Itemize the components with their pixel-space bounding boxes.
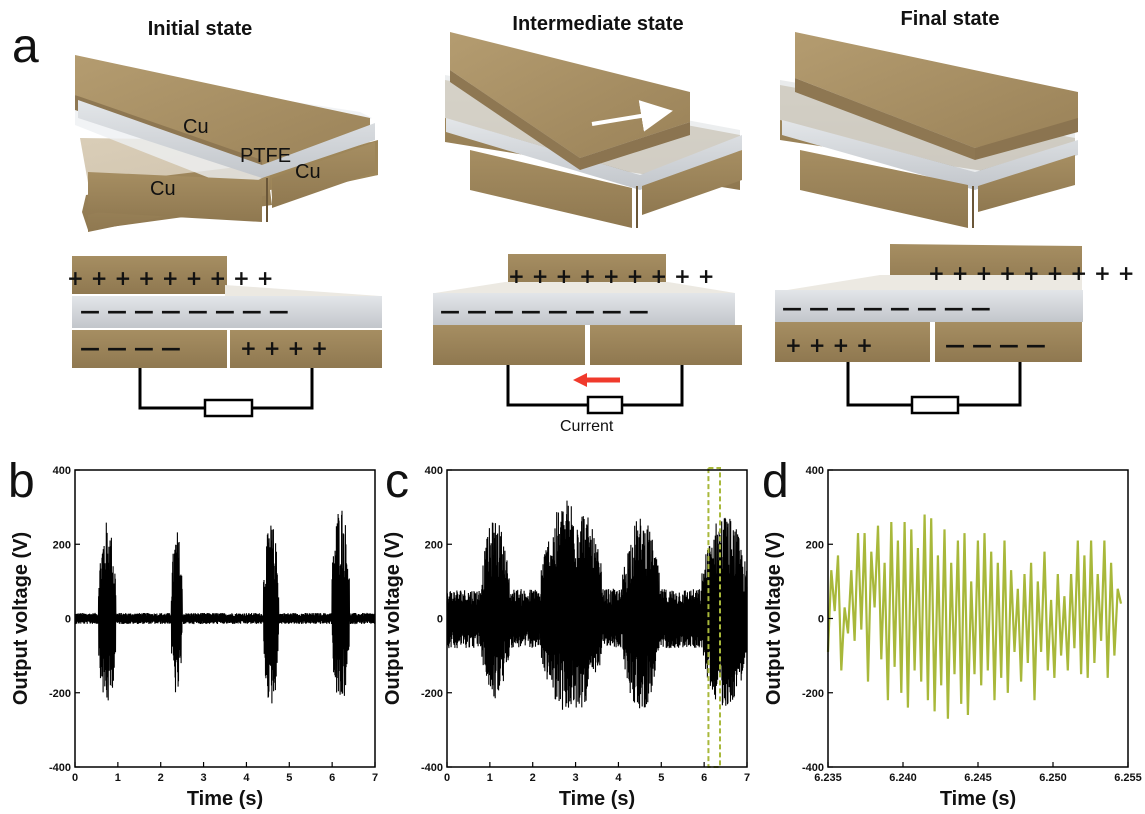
x-tick-label: 5 — [658, 772, 664, 784]
y-tick-label: 200 — [425, 539, 443, 551]
series-line-d — [826, 514, 1123, 719]
y-axis-label: Output voltage (V) — [382, 532, 404, 705]
tribo-block-final — [780, 32, 1078, 228]
x-axis-label: Time (s) — [187, 788, 263, 810]
resistor-initial — [203, 398, 254, 418]
x-tick-label: 3 — [573, 772, 579, 784]
y-tick-label: 200 — [53, 539, 71, 551]
panel-c-letter: c — [385, 455, 409, 508]
x-tick-label: 6.240 — [889, 772, 917, 784]
x-axis-label: Time (s) — [940, 788, 1016, 810]
x-tick-label: 0 — [444, 772, 450, 784]
label-bottom-left-cu: Cu — [150, 178, 176, 200]
y-tick-label: -400 — [421, 762, 443, 774]
y-tick-label: -200 — [802, 688, 824, 700]
series-line-c — [446, 500, 748, 710]
x-tick-label: 7 — [744, 772, 750, 784]
y-tick-label: 400 — [53, 465, 71, 477]
y-tick-label: 400 — [806, 465, 824, 477]
label-ptfe: PTFE — [240, 145, 291, 167]
y-tick-label: -400 — [802, 762, 824, 774]
y-tick-label: -400 — [49, 762, 71, 774]
charges-top-cu-initial: + + + + + + + + + — [67, 266, 274, 290]
charges-bottom-left-initial: — — — — — [80, 336, 181, 360]
slide-arrow-icon — [591, 100, 673, 132]
cross-section-intermediate: Current + + + + + + + + + — — — — — — — … — [433, 254, 742, 435]
y-axis-label: Output voltage (V) — [763, 532, 785, 705]
resistor-final — [910, 395, 960, 415]
label-top-cu: Cu — [183, 116, 209, 138]
x-tick-label: 6.255 — [1114, 772, 1142, 784]
chart-panel-c: 0 1 2 3 4 5 6 7 -400 -200 0 200 400 Time (s) Output vo… — [382, 465, 750, 810]
x-tick-label: 3 — [201, 772, 207, 784]
panel-d-letter: d — [762, 455, 789, 508]
x-tick-label: 6.250 — [1039, 772, 1067, 784]
x-tick-label: 6.235 — [814, 772, 842, 784]
x-tick-label: 7 — [372, 772, 378, 784]
chart-panel-b: 0 1 2 3 4 5 6 7 -400 -200 0 200 400 Time (s) Output vo… — [10, 465, 378, 810]
x-tick-label: 4 — [615, 772, 622, 784]
y-tick-label: -200 — [421, 688, 443, 700]
x-tick-label: 5 — [286, 772, 292, 784]
charges-bottom-right-initial: + + + + — [240, 336, 328, 360]
panel-a-letter: a — [12, 20, 39, 73]
x-tick-label: 1 — [115, 772, 121, 784]
title-intermediate-state: Intermediate state — [512, 13, 683, 35]
title-initial-state: Initial state — [148, 18, 252, 40]
x-tick-label: 6.245 — [964, 772, 992, 784]
x-tick-label: 2 — [530, 772, 536, 784]
x-tick-label: 6 — [701, 772, 707, 784]
cross-section-final: + + + + + + + + + — — — — — — — — + + + … — [775, 244, 1135, 415]
charges-ptfe-final: — — — — — — — — — [782, 296, 991, 320]
cross-section-initial: + + + + + + + + + — — — — — — — — — — — … — [67, 256, 382, 418]
x-axis-label: Time (s) — [559, 788, 635, 810]
y-axis-label: Output voltage (V) — [10, 532, 32, 705]
panel-a: a Initial state Intermediate state Final… — [12, 8, 1135, 435]
y-tick-label: 0 — [818, 614, 824, 626]
resistor-intermediate — [586, 395, 624, 415]
charges-top-cu-intermediate: + + + + + + + + + — [508, 264, 715, 288]
y-tick-label: 0 — [65, 614, 71, 626]
y-tick-label: -200 — [49, 688, 71, 700]
y-tick-label: 0 — [437, 614, 443, 626]
x-tick-label: 1 — [487, 772, 493, 784]
charges-bottom-left-final: + + + + — [785, 333, 873, 357]
charges-bottom-right-final: — — — — — [945, 333, 1046, 357]
tribo-block-initial: Cu PTFE Cu Cu — [75, 55, 378, 232]
x-tick-label: 2 — [158, 772, 164, 784]
panel-b-letter: b — [8, 455, 35, 508]
x-tick-label: 6 — [329, 772, 335, 784]
current-label: Current — [560, 418, 614, 435]
tribo-block-intermediate — [445, 32, 742, 228]
series-line-b — [74, 510, 376, 704]
title-final-state: Final state — [901, 8, 1000, 30]
x-tick-label: 4 — [243, 772, 250, 784]
y-tick-label: 200 — [806, 539, 824, 551]
label-bottom-right-cu: Cu — [295, 161, 321, 183]
charges-top-cu-final: + + + + + + + + + — [928, 261, 1135, 285]
chart-panel-d: 6.235 6.240 6.245 6.250 6.255 -400 -200 0 200 400… — [763, 465, 1142, 810]
charges-ptfe-intermediate: — — — — — — — — — [440, 299, 649, 323]
charges-ptfe-initial: — — — — — — — — — [80, 299, 289, 323]
y-tick-label: 400 — [425, 465, 443, 477]
x-tick-label: 0 — [72, 772, 78, 784]
